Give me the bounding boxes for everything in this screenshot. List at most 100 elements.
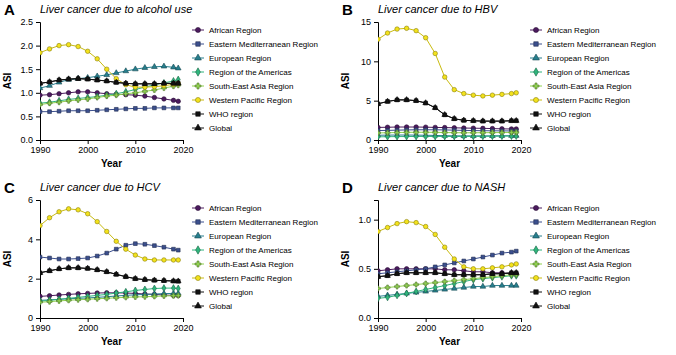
marker bbox=[143, 94, 148, 99]
legend-label: European Region bbox=[547, 54, 609, 63]
marker bbox=[404, 130, 409, 135]
marker bbox=[133, 107, 137, 111]
marker bbox=[172, 106, 176, 110]
legend-marker bbox=[533, 302, 540, 308]
marker bbox=[171, 285, 175, 292]
y-axis-line bbox=[36, 23, 41, 141]
tick-label: 2000 bbox=[78, 323, 98, 333]
marker bbox=[153, 244, 157, 248]
marker bbox=[461, 130, 466, 135]
tick-mark bbox=[374, 101, 378, 102]
tick-label: 2.5 bbox=[20, 17, 33, 27]
x-axis: 1990200020102020 bbox=[368, 318, 531, 333]
marker bbox=[85, 90, 90, 95]
plot-area bbox=[378, 26, 519, 140]
marker bbox=[47, 101, 52, 106]
marker bbox=[414, 282, 419, 287]
tick-mark bbox=[473, 318, 474, 322]
marker bbox=[405, 290, 409, 297]
marker bbox=[378, 229, 380, 234]
marker bbox=[40, 300, 43, 305]
tick: 0 bbox=[366, 135, 378, 145]
tick-mark bbox=[521, 140, 522, 144]
marker bbox=[461, 277, 466, 282]
series-line bbox=[378, 28, 516, 96]
marker bbox=[175, 80, 181, 85]
marker bbox=[40, 223, 42, 228]
marker bbox=[442, 130, 447, 135]
series-line bbox=[378, 276, 516, 299]
marker bbox=[132, 275, 138, 280]
marker bbox=[491, 253, 495, 257]
tick: 2010 bbox=[464, 318, 484, 333]
legend: African RegionEastern Mediterranean Regi… bbox=[530, 204, 656, 311]
marker bbox=[161, 63, 167, 68]
tick-mark bbox=[374, 140, 378, 141]
marker bbox=[142, 294, 147, 299]
marker bbox=[394, 270, 400, 275]
legend-label: South-East Asia Region bbox=[547, 260, 632, 269]
marker bbox=[385, 285, 390, 290]
legend-marker bbox=[196, 68, 201, 76]
legend-label: Western Pacific Region bbox=[547, 274, 630, 283]
marker bbox=[57, 257, 61, 261]
marker bbox=[423, 35, 428, 40]
x-axis-title: Year bbox=[101, 158, 122, 169]
marker bbox=[171, 78, 175, 85]
legend-label: South-East Asia Region bbox=[209, 82, 294, 91]
marker bbox=[171, 98, 176, 103]
marker bbox=[385, 130, 390, 135]
marker bbox=[385, 98, 391, 103]
tick-label: 2010 bbox=[126, 145, 146, 155]
marker bbox=[66, 265, 72, 270]
marker bbox=[162, 106, 166, 110]
marker bbox=[48, 256, 52, 260]
legend-label: Global bbox=[547, 302, 570, 311]
legend: African RegionEastern Mediterranean Regi… bbox=[192, 204, 318, 311]
marker bbox=[171, 80, 177, 85]
marker bbox=[56, 266, 62, 271]
marker bbox=[47, 268, 53, 273]
tick-label: 4 bbox=[28, 235, 33, 245]
marker bbox=[75, 265, 81, 270]
legend-label: Western Pacific Region bbox=[547, 96, 630, 105]
legend-label: European Region bbox=[547, 232, 609, 241]
marker bbox=[378, 273, 381, 278]
marker bbox=[104, 67, 109, 72]
tick-label: 2020 bbox=[511, 323, 531, 333]
marker bbox=[95, 95, 100, 100]
marker bbox=[490, 93, 495, 98]
marker bbox=[480, 283, 486, 288]
tick: 1.5 bbox=[20, 65, 40, 75]
marker bbox=[451, 271, 457, 276]
marker bbox=[85, 76, 91, 81]
x-axis-line bbox=[379, 319, 522, 323]
marker bbox=[114, 90, 118, 97]
tick-label: 0 bbox=[28, 313, 33, 323]
legend: African RegionEastern Mediterranean Regi… bbox=[192, 26, 318, 133]
marker bbox=[143, 257, 148, 262]
tick: 0 bbox=[28, 313, 40, 323]
marker bbox=[67, 96, 71, 103]
legend-marker bbox=[533, 261, 539, 267]
plot-area bbox=[40, 207, 181, 305]
marker bbox=[56, 77, 62, 82]
marker bbox=[176, 99, 181, 104]
marker bbox=[57, 43, 62, 48]
tick-mark bbox=[36, 279, 40, 280]
marker bbox=[123, 295, 128, 300]
tick-label: 0.5 bbox=[20, 112, 33, 122]
marker bbox=[161, 277, 167, 282]
legend-label: Eastern Mediterranean Region bbox=[209, 40, 318, 49]
marker bbox=[85, 297, 90, 302]
marker bbox=[76, 90, 81, 95]
marker bbox=[57, 100, 62, 105]
legend-label: African Region bbox=[547, 204, 599, 213]
tick-label: 2 bbox=[28, 274, 33, 284]
marker bbox=[480, 130, 485, 135]
marker bbox=[162, 79, 166, 86]
marker bbox=[104, 296, 109, 301]
marker bbox=[394, 97, 400, 102]
marker bbox=[85, 49, 90, 54]
marker bbox=[395, 130, 400, 135]
